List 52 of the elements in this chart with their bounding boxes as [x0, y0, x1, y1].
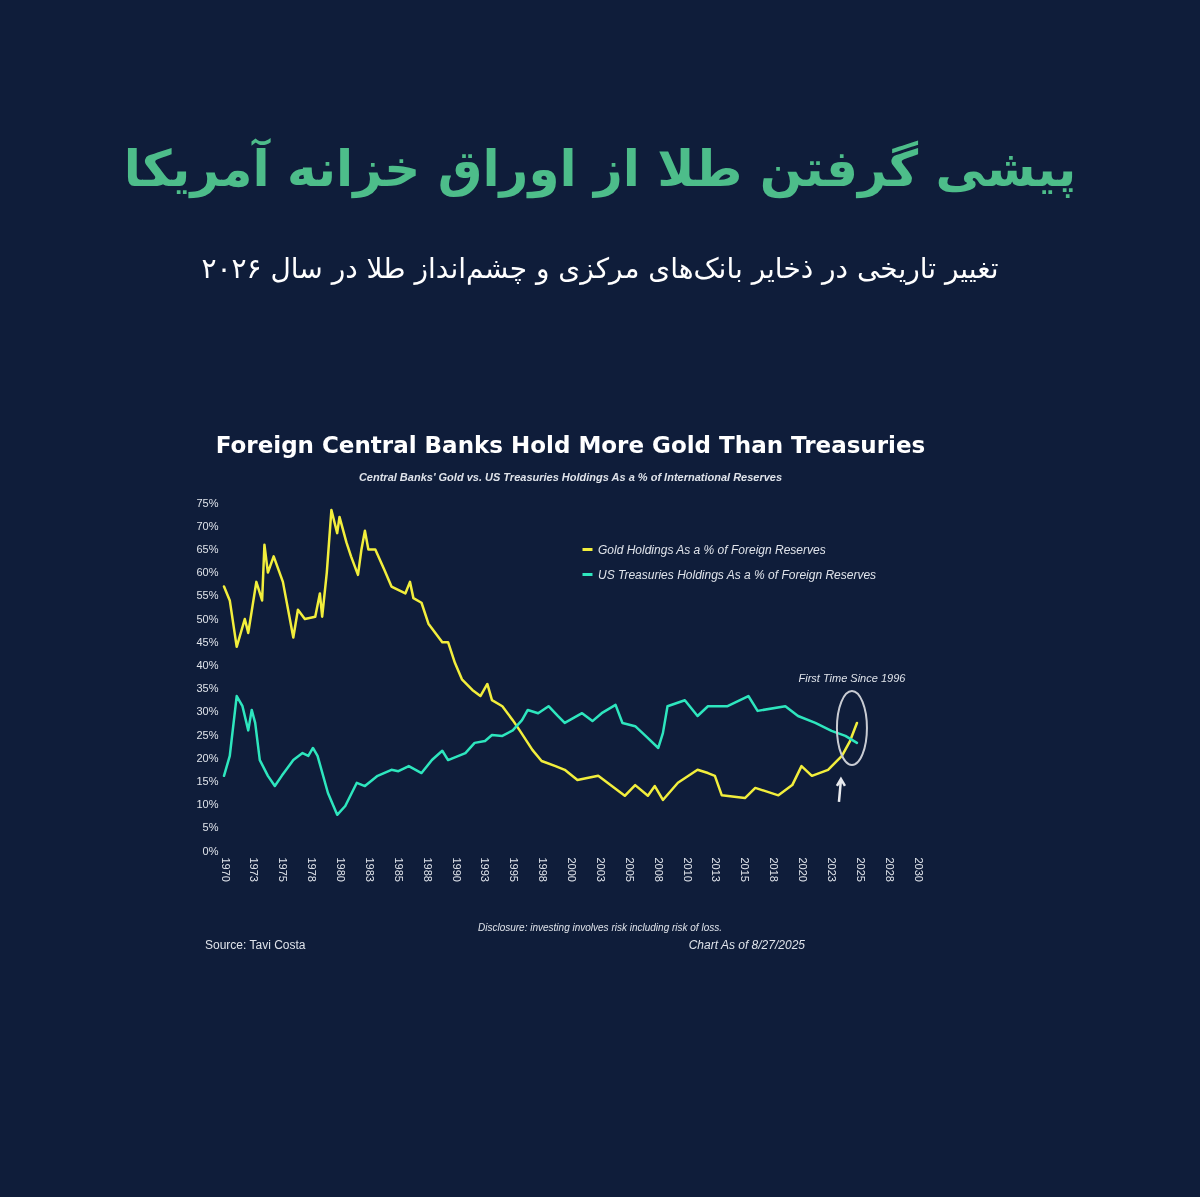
text: Disclosure: investing involves risk including risk of loss. [477, 922, 723, 933]
y-tick-label: 75% [196, 496, 219, 509]
chart-subtitle: تغییر تاریخی در ذخایر بانک‌های مرکزی و چشم‌انداز طلا در سال ۲۰۲۶ [200, 252, 1000, 285]
text: Foreign Central Banks Hold More Gold Than Treasuries [215, 432, 926, 458]
x-tick-label: 2030 [912, 857, 925, 882]
y-tick-label: 10% [196, 798, 219, 811]
y-tick-label: 55% [196, 589, 219, 602]
x-tick-label: 1998 [537, 857, 550, 882]
x-tick-label: 1978 [306, 857, 319, 882]
x-tick-label: 1995 [508, 857, 521, 882]
x-tick-label: 1988 [421, 857, 434, 882]
y-tick-label: 30% [196, 705, 219, 718]
x-tick-label: 2018 [768, 857, 781, 882]
text: Chart As of 8/27/2025 [688, 938, 805, 952]
y-tick-label: 40% [196, 658, 219, 671]
x-tick-label: 2020 [797, 857, 809, 882]
x-tick-label: 2028 [883, 857, 896, 882]
y-tick-label: 50% [196, 612, 219, 625]
y-tick-label: 60% [196, 566, 219, 579]
y-tick-label: 20% [196, 751, 219, 764]
chart-title: پیشی گرفتن طلا از اوراق خزانه آمریکا [122, 140, 1078, 198]
y-tick-label: 65% [196, 542, 219, 555]
x-tick-label: 2000 [566, 857, 578, 882]
y-tick-label: 0% [202, 844, 219, 857]
y-tick-label: 35% [196, 682, 219, 695]
y-tick-label: 15% [196, 774, 219, 787]
x-tick-label: 2023 [825, 857, 838, 882]
x-tick-label: 2015 [739, 857, 752, 882]
x-tick-label: 1980 [335, 857, 347, 882]
line-series [222, 694, 859, 817]
y-tick-label: 70% [196, 519, 219, 532]
x-tick-label: 1975 [277, 857, 290, 882]
y-tick-label: 25% [196, 728, 219, 741]
x-tick-label: 1973 [248, 857, 261, 882]
x-tick-label: 1970 [219, 857, 232, 882]
y-tick-label: 5% [202, 821, 219, 834]
x-tick-label: 1985 [392, 857, 405, 882]
x-tick-label: 2003 [594, 857, 607, 882]
text: Central Banks' Gold vs. US Treasuries Holdings As a % of International Reserves [358, 471, 783, 483]
source-note: Source: Tavi Costa [205, 938, 306, 952]
x-tick-label: 2010 [681, 857, 694, 882]
legend-label: US Treasuries Holdings As a % of Foreign Reserves [598, 567, 877, 582]
x-tick-label: 2008 [652, 857, 665, 882]
x-tick-label: 1983 [363, 857, 376, 882]
x-tick-label: 1990 [450, 857, 463, 882]
y-tick-label: 45% [196, 635, 219, 648]
x-tick-label: 2005 [623, 857, 636, 882]
x-tick-label: 2025 [854, 857, 867, 882]
x-tick-label: 2013 [710, 857, 723, 882]
legend-label: Gold Holdings As a % of Foreign Reserves [598, 542, 826, 557]
x-tick-label: 1993 [479, 857, 492, 882]
annotation: First Time Since 1996 [798, 671, 907, 684]
